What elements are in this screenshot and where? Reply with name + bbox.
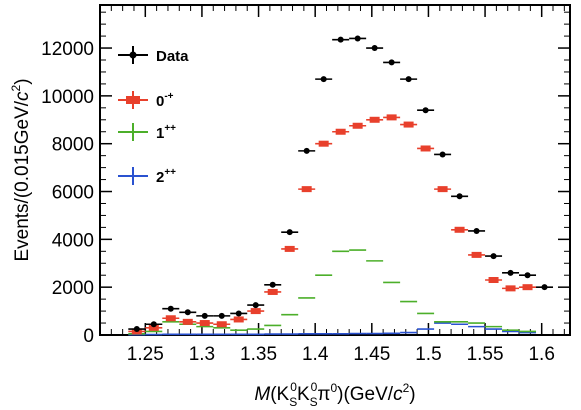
data-point xyxy=(250,308,261,315)
data-point xyxy=(488,277,499,283)
data-point xyxy=(541,284,548,291)
x-axis-title: M(KS0KS0π0)(GeV/c2) xyxy=(254,380,415,409)
data-point xyxy=(473,227,480,234)
data-point xyxy=(284,245,295,252)
x-tick-label: 1.6 xyxy=(528,344,554,365)
data-point xyxy=(403,121,414,128)
data-point xyxy=(216,321,227,328)
data-point xyxy=(335,128,346,135)
x-axis: 1.25 1.3 1.35 1.4 1.45 1.5 1.55 1.6 xyxy=(110,5,565,365)
data-point xyxy=(420,145,431,152)
x-tick-label: 1.5 xyxy=(415,344,441,365)
data-point xyxy=(320,76,327,83)
data-series xyxy=(128,35,554,336)
y-tick-label: 12000 xyxy=(41,39,94,60)
data-point xyxy=(201,312,208,319)
data-point xyxy=(471,251,482,258)
y-axis-title: Events/(0.015GeV/c2) xyxy=(9,78,33,261)
data-point xyxy=(369,116,380,123)
series-component-1 xyxy=(128,114,537,335)
data-point xyxy=(199,320,210,327)
legend-label: 1++ xyxy=(156,123,176,142)
data-point xyxy=(252,302,259,309)
data-point xyxy=(218,312,225,319)
y-tick-label: 0 xyxy=(83,326,94,347)
legend-marker-dot xyxy=(129,51,137,59)
legend: Data 0-+ 1++ 2++ xyxy=(118,46,189,186)
data-point xyxy=(507,269,514,276)
y-tick-label: 10000 xyxy=(41,87,94,108)
data-point xyxy=(133,326,140,333)
data-point xyxy=(522,284,533,291)
y-tick-label: 8000 xyxy=(52,135,94,156)
data-point xyxy=(184,309,191,316)
data-point xyxy=(150,321,157,328)
series-data xyxy=(128,35,554,333)
data-point xyxy=(182,318,193,325)
data-point xyxy=(267,288,278,295)
x-tick-label: 1.35 xyxy=(240,344,277,365)
y-tick-label: 2000 xyxy=(52,278,94,299)
data-point xyxy=(301,186,312,193)
series-component-3 xyxy=(128,322,537,336)
data-point xyxy=(352,122,363,129)
y-tick-label: 4000 xyxy=(52,230,94,251)
y-tick-label: 6000 xyxy=(52,183,94,204)
data-point xyxy=(490,253,497,260)
data-point xyxy=(405,76,412,83)
data-point xyxy=(167,305,174,312)
legend-label: 0-+ xyxy=(156,91,174,110)
legend-label: Data xyxy=(156,48,189,65)
data-point xyxy=(422,107,429,114)
data-point xyxy=(148,324,159,331)
series-component-2 xyxy=(128,249,537,335)
data-point xyxy=(303,147,310,154)
plot-frame xyxy=(99,4,571,336)
data-point xyxy=(439,151,446,158)
data-point xyxy=(337,36,344,43)
data-point xyxy=(165,315,176,322)
data-point xyxy=(456,193,463,200)
data-point xyxy=(233,316,244,323)
data-point xyxy=(386,114,397,121)
x-tick-label: 1.3 xyxy=(189,344,215,365)
data-point xyxy=(354,35,361,42)
legend-entry: Data xyxy=(118,46,189,65)
legend-entry: 1++ xyxy=(118,123,176,142)
legend-marker-box xyxy=(126,96,140,104)
data-point xyxy=(524,272,531,279)
data-point xyxy=(437,186,448,193)
legend-label: 2++ xyxy=(156,167,176,186)
x-tick-label: 1.25 xyxy=(127,344,164,365)
data-point xyxy=(505,285,516,292)
x-tick-label: 1.4 xyxy=(302,344,329,365)
data-point xyxy=(454,226,465,233)
data-point xyxy=(269,281,276,288)
x-tick-label: 1.45 xyxy=(353,344,390,365)
y-axis: 0 2000 4000 6000 8000 10000 12000 xyxy=(41,11,570,347)
data-point xyxy=(371,45,378,52)
data-point xyxy=(388,59,395,66)
legend-entry: 0-+ xyxy=(118,91,174,110)
x-tick-label: 1.55 xyxy=(467,344,504,365)
data-point xyxy=(286,229,293,236)
legend-entry: 2++ xyxy=(118,167,176,186)
data-point xyxy=(318,140,329,147)
data-point xyxy=(235,310,242,317)
